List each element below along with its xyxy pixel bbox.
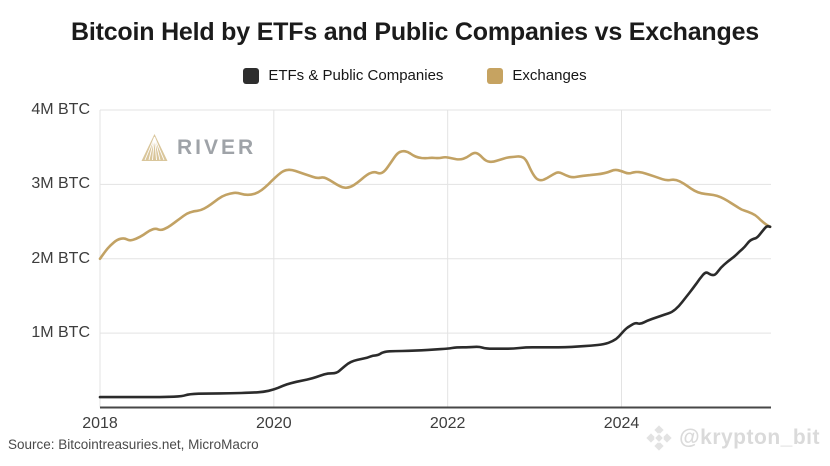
source-caption: Source: Bitcointreasuries.net, MicroMacr… bbox=[8, 437, 259, 452]
legend-label-etfs: ETFs & Public Companies bbox=[268, 67, 444, 84]
y-tick-label: 3M BTC bbox=[31, 175, 90, 193]
legend-label-exchanges: Exchanges bbox=[512, 67, 587, 84]
y-tick-label: 1M BTC bbox=[31, 324, 90, 342]
etfs-swatch-icon bbox=[243, 67, 260, 84]
diamond-logo-icon bbox=[645, 424, 674, 452]
x-tick-label: 2018 bbox=[82, 415, 118, 432]
legend-item-etfs: ETFs & Public Companies bbox=[243, 67, 443, 84]
author-handle-label: @krypton_bit bbox=[679, 426, 820, 449]
river-mountain-icon bbox=[141, 134, 168, 161]
exchanges-swatch-icon bbox=[487, 67, 504, 84]
river-watermark-label: RIVER bbox=[177, 135, 257, 159]
author-watermark: @krypton_bit bbox=[645, 424, 820, 452]
river-watermark: RIVER bbox=[141, 133, 256, 162]
legend-item-exchanges: Exchanges bbox=[487, 67, 587, 84]
page-title: Bitcoin Held by ETFs and Public Companie… bbox=[71, 18, 759, 46]
series-line bbox=[98, 149, 772, 261]
x-tick-label: 2024 bbox=[603, 415, 640, 432]
x-tick-label: 2022 bbox=[429, 415, 466, 432]
chart-legend: ETFs & Public Companies Exchanges bbox=[0, 67, 830, 84]
y-tick-label: 4M BTC bbox=[31, 101, 90, 118]
series-line bbox=[98, 225, 772, 399]
y-tick-label: 2M BTC bbox=[31, 249, 90, 267]
x-tick-label: 2020 bbox=[256, 415, 292, 432]
